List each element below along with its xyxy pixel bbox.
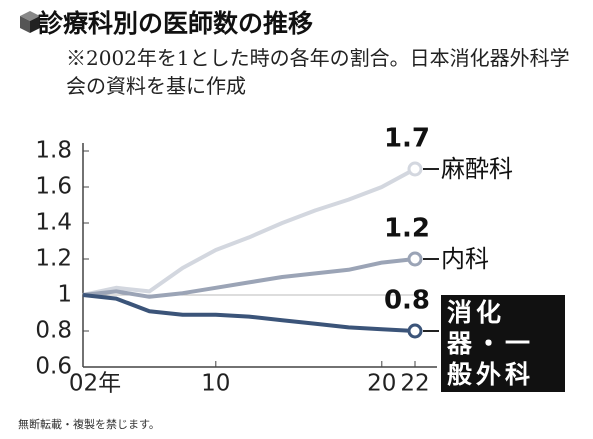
data-label: 0.8 bbox=[384, 286, 430, 316]
y-tick-label: 0.6 bbox=[35, 354, 72, 380]
chart-subtitle: ※2002年を1とした時の各年の割合。日本消化器外科学会の資料を基に作成 bbox=[66, 46, 570, 98]
y-tick-label: 1.8 bbox=[35, 138, 72, 164]
legend-label: 内科 bbox=[441, 245, 489, 273]
y-tick-label: 1.4 bbox=[35, 210, 72, 236]
series-line bbox=[82, 293, 416, 333]
chart-title: 診療科別の医師数の推移 bbox=[38, 9, 314, 38]
y-tick-label: 1.6 bbox=[35, 174, 72, 200]
series-line bbox=[82, 167, 416, 297]
y-tick-label: 0.8 bbox=[35, 318, 72, 344]
end-marker bbox=[407, 323, 423, 339]
end-marker bbox=[407, 251, 423, 267]
cube-icon bbox=[20, 11, 40, 33]
data-label: 1.2 bbox=[384, 214, 430, 244]
x-tick-label: 02年 bbox=[69, 371, 121, 397]
x-tick-label: 22 bbox=[400, 371, 429, 397]
footer: 無断転載・複製を禁じます。 bbox=[18, 418, 160, 431]
y-tick-label: 1 bbox=[57, 282, 72, 308]
x-tick-label: 10 bbox=[201, 371, 230, 397]
legend-label: 消化器・一般外科 bbox=[441, 295, 565, 392]
y-tick-label: 1.2 bbox=[35, 246, 72, 272]
series-line bbox=[82, 257, 416, 299]
x-tick-label: 20 bbox=[367, 371, 396, 397]
end-marker bbox=[407, 161, 423, 177]
legend-label: 麻酔科 bbox=[441, 155, 513, 183]
data-label: 1.7 bbox=[384, 124, 430, 154]
